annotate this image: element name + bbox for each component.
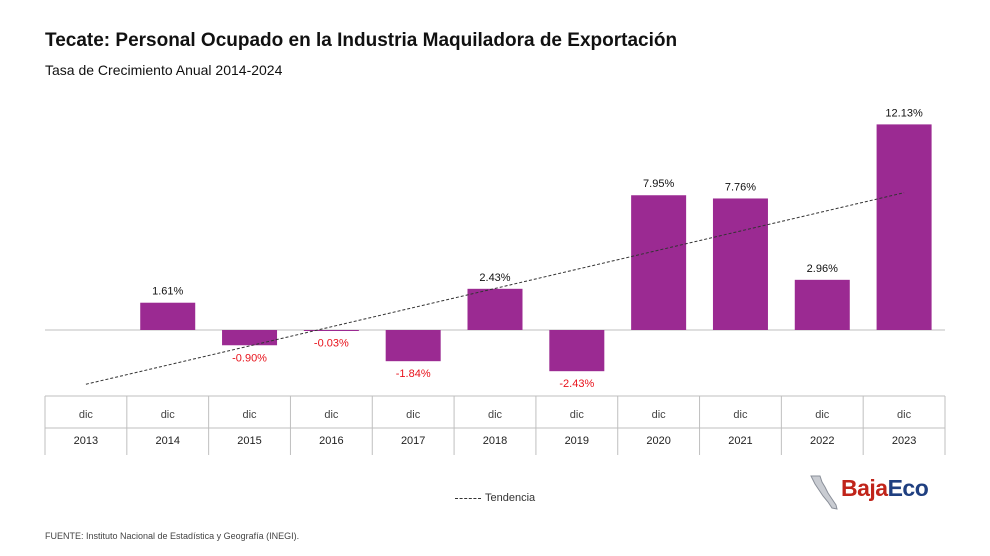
tick-month-2015: dic <box>243 409 258 421</box>
chart-title: Tecate: Personal Ocupado en la Industria… <box>45 30 678 51</box>
bar-2015 <box>222 330 278 346</box>
tick-month-2014: dic <box>161 409 176 421</box>
data-label-2017: -1.84% <box>396 368 431 380</box>
tick-month-2021: dic <box>733 409 748 421</box>
legend-label: Tendencia <box>485 492 536 504</box>
data-label-2022: 2.96% <box>807 263 838 275</box>
tick-year-2016: 2016 <box>319 435 343 447</box>
tick-year-2014: 2014 <box>155 435 179 447</box>
bar-2020 <box>631 195 687 330</box>
legend-dash-icon <box>455 497 481 499</box>
bajaeco-logo: BajaEco <box>808 474 948 510</box>
tick-month-2022: dic <box>815 409 830 421</box>
tick-year-2020: 2020 <box>646 435 670 447</box>
tick-month-2023: dic <box>897 409 912 421</box>
bar-2021 <box>712 198 768 330</box>
tick-year-2022: 2022 <box>810 435 834 447</box>
data-label-2023: 12.13% <box>885 107 923 119</box>
tick-month-2019: dic <box>570 409 585 421</box>
data-label-2016: -0.03% <box>314 338 349 350</box>
trendline <box>85 192 905 385</box>
baja-california-map-icon <box>810 475 838 510</box>
tick-year-2018: 2018 <box>483 435 507 447</box>
tick-month-2018: dic <box>488 409 503 421</box>
tick-month-2013: dic <box>79 409 94 421</box>
data-label-2020: 7.95% <box>643 178 674 190</box>
bar-2019 <box>549 330 605 372</box>
tick-month-2016: dic <box>324 409 339 421</box>
tick-month-2017: dic <box>406 409 421 421</box>
data-label-2021: 7.76% <box>725 181 756 193</box>
legend: Tendencia <box>455 492 535 504</box>
data-label-2018: 2.43% <box>479 272 510 284</box>
bar-2014 <box>140 302 196 330</box>
tick-year-2023: 2023 <box>892 435 916 447</box>
bar-2016 <box>303 330 359 331</box>
data-label-2019: -2.43% <box>559 378 594 390</box>
bar-2018 <box>467 288 523 330</box>
logo-wordmark: BajaEco <box>841 475 929 501</box>
bar-2023 <box>876 124 932 330</box>
tick-month-2020: dic <box>652 409 667 421</box>
bar-2022 <box>794 279 850 330</box>
source-note: FUENTE: Instituto Nacional de Estadístic… <box>45 531 300 541</box>
tick-year-2021: 2021 <box>728 435 752 447</box>
tick-year-2019: 2019 <box>565 435 589 447</box>
chart-subtitle: Tasa de Crecimiento Anual 2014-2024 <box>45 62 283 78</box>
tick-year-2013: 2013 <box>74 435 98 447</box>
tick-year-2017: 2017 <box>401 435 425 447</box>
data-label-2014: 1.61% <box>152 286 183 298</box>
data-label-2015: -0.90% <box>232 352 267 364</box>
tick-year-2015: 2015 <box>237 435 261 447</box>
bar-2017 <box>385 330 441 362</box>
